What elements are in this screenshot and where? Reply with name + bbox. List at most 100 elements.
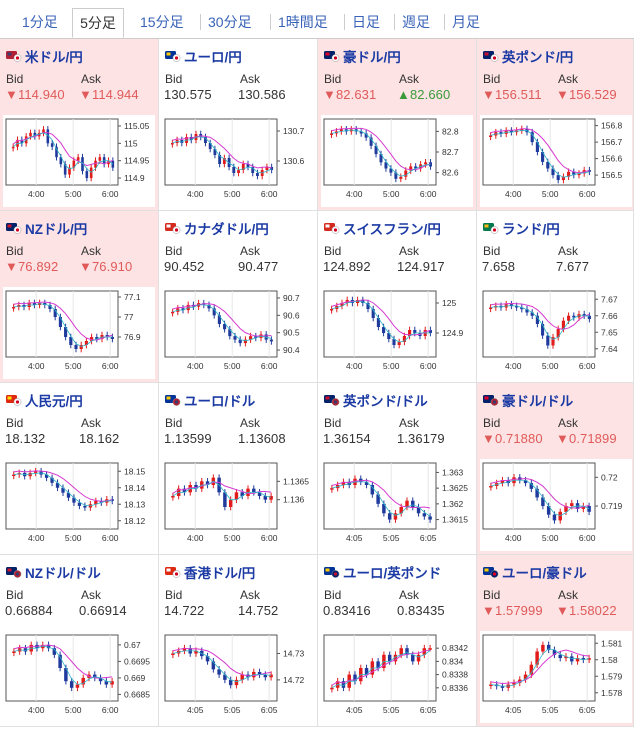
nz-us-flag xyxy=(6,565,22,578)
pair-name[interactable]: ユーロ/ドル xyxy=(184,394,256,409)
candle-body xyxy=(552,649,557,655)
tab-1[interactable]: 1分足 xyxy=(22,14,58,30)
candle-body xyxy=(12,474,16,477)
price-chart[interactable]: 4:00 5:00 6:00 0.72 0.719 xyxy=(480,459,632,551)
pair-name[interactable]: スイスフラン/円 xyxy=(343,222,441,237)
tab-4[interactable]: 30分足 xyxy=(208,14,252,30)
y-tick-label: 114.9 xyxy=(124,173,145,183)
rate-card[interactable]: 米ドル/円 Bid Ask ▼114.940 ▼114.944 4:00 5:00… xyxy=(0,39,159,211)
pair-name[interactable]: NZドル/ドル xyxy=(25,566,101,581)
chart-background xyxy=(321,459,473,551)
pair-name[interactable]: ユーロ/英ポンド xyxy=(343,566,442,581)
pair-name[interactable]: 香港ドル/円 xyxy=(184,566,256,581)
tab-2[interactable]: 5分足 xyxy=(72,8,124,38)
candle-body xyxy=(171,311,175,314)
y-tick-label: 90.6 xyxy=(283,310,300,320)
tab-7[interactable]: 週足 xyxy=(402,14,430,30)
bid-label: Bid xyxy=(324,416,342,430)
pair-name[interactable]: 英ポンド/ドル xyxy=(343,394,428,409)
candle-body xyxy=(581,658,586,660)
candlestick-chart: 4:05 5:05 6:05 1.363 1.3625 1.362 1.3615 xyxy=(321,459,473,551)
price-chart[interactable]: 4:05 5:05 6:05 0.8342 0.834 0.8338 0.8336 xyxy=(321,631,473,723)
rate-card[interactable]: ユーロ/ドル Bid Ask 1.13599 1.13608 4:00 5:00 6… xyxy=(159,383,318,555)
price-chart[interactable]: 4:05 5:05 6:05 1.363 1.3625 1.362 1.3615 xyxy=(321,459,473,551)
x-tick-label: 6:05 xyxy=(261,705,278,715)
rate-card[interactable]: ユーロ/豪ドル Bid Ask ▼1.57999 ▼1.58022 4:05 5:… xyxy=(477,555,634,727)
pair-name[interactable]: 豪ドル/円 xyxy=(343,50,401,65)
price-chart[interactable]: 4:00 5:00 6:00 7.67 7.66 7.65 7.64 xyxy=(480,287,632,379)
bid-value: 90.452 xyxy=(164,259,205,274)
y-tick-label: 82.6 xyxy=(442,168,459,178)
pair-name[interactable]: NZドル/円 xyxy=(25,222,88,237)
y-tick-label: 156.5 xyxy=(601,170,623,180)
candle-body xyxy=(223,674,227,680)
price-chart[interactable]: 4:00 5:00 6:00 115.05 115 114.95 114.9 xyxy=(3,115,155,207)
price-chart[interactable]: 4:00 5:00 6:00 125 124.9 xyxy=(321,287,473,379)
ca-jp-flag xyxy=(165,221,181,234)
candle-body xyxy=(564,506,568,512)
short-moving-average-line xyxy=(13,472,113,507)
candle-body xyxy=(529,483,534,489)
price-chart[interactable]: 4:00 5:00 6:00 90.7 90.6 90.5 90.4 xyxy=(162,287,314,379)
pair-name[interactable]: 米ドル/円 xyxy=(25,50,83,65)
price-chart[interactable]: 4:00 5:00 6:00 156.8 156.7 156.6 156.5 xyxy=(480,115,632,207)
candle-body xyxy=(74,345,78,349)
tab-5[interactable]: 1時間足 xyxy=(278,14,328,30)
price-chart[interactable]: 4:00 5:00 6:00 77.1 77 76.9 xyxy=(3,287,155,379)
y-tick-label: 7.64 xyxy=(601,344,618,354)
pair-name[interactable]: カナダドル/円 xyxy=(184,222,269,237)
rate-card[interactable]: ユーロ/円 Bid Ask 130.575 130.586 4:00 5:00 6:… xyxy=(159,39,318,211)
rate-card[interactable]: スイスフラン/円 Bid Ask 124.892 124.917 4:00 5:0… xyxy=(318,211,477,383)
ask-label: Ask xyxy=(240,72,261,86)
price-chart[interactable]: 4:05 5:05 6:05 1.581 1.58 1.579 1.578 xyxy=(480,631,632,723)
pair-name[interactable]: ユーロ/円 xyxy=(184,50,242,65)
price-chart[interactable]: 4:00 5:00 6:00 130.7 130.6 xyxy=(162,115,314,207)
au-us-flag xyxy=(483,393,499,406)
x-tick-label: 6:00 xyxy=(579,533,596,543)
rate-card[interactable]: NZドル/ドル Bid Ask 0.66884 0.66914 4:00 5:00… xyxy=(0,555,159,727)
rate-card[interactable]: 香港ドル/円 Bid Ask 14.722 14.752 4:05 5:05 6:0… xyxy=(159,555,318,727)
price-chart[interactable]: 4:00 5:00 6:00 18.15 18.14 18.13 18.12 xyxy=(3,459,155,551)
x-tick-label: 4:00 xyxy=(28,533,45,543)
candle-body xyxy=(339,129,343,132)
y-tick-label: 1.58 xyxy=(601,655,618,665)
candle-body xyxy=(110,681,114,685)
candle-body xyxy=(204,137,207,143)
y-tick-label: 115 xyxy=(124,138,138,148)
rate-card[interactable]: ユーロ/英ポンド Bid Ask 0.83416 0.83435 4:05 5:0… xyxy=(318,555,477,727)
tab-3[interactable]: 15分足 xyxy=(140,14,184,30)
rate-card[interactable]: ランド/円 Bid Ask 7.658 7.677 4:00 5:00 6:00 7.… xyxy=(477,211,634,383)
candle-body xyxy=(223,324,227,330)
y-tick-label: 0.8338 xyxy=(442,670,468,680)
plot-frame xyxy=(323,290,437,358)
rate-card[interactable]: 英ポンド/円 Bid Ask ▼156.511 ▼156.529 4:00 5:0… xyxy=(477,39,634,211)
candle-body xyxy=(535,315,539,324)
pair-name[interactable]: 人民元/円 xyxy=(25,394,83,409)
candle-body xyxy=(240,492,244,496)
x-tick-label: 4:00 xyxy=(505,533,522,543)
rate-card[interactable]: 英ポンド/ドル Bid Ask 1.36154 1.36179 4:05 5:05… xyxy=(318,383,477,555)
pair-name[interactable]: 豪ドル/ドル xyxy=(502,394,574,409)
price-chart[interactable]: 4:00 5:00 6:00 82.8 82.7 82.6 xyxy=(321,115,473,207)
candle-body xyxy=(249,336,253,340)
pair-name[interactable]: ランド/円 xyxy=(502,222,560,237)
tab-6[interactable]: 日足 xyxy=(352,14,380,30)
pair-name[interactable]: 英ポンド/円 xyxy=(502,50,574,65)
rate-card[interactable]: 豪ドル/円 Bid Ask ▼82.631 ▲82.660 4:00 5:00 6:… xyxy=(318,39,477,211)
candle-body xyxy=(341,481,346,485)
price-chart[interactable]: 4:00 5:00 6:00 0.67 0.6695 0.669 0.6685 xyxy=(3,631,155,723)
price-chart[interactable]: 4:05 5:05 6:05 14.73 14.72 xyxy=(162,631,314,723)
candle-body xyxy=(33,132,37,137)
price-chart[interactable]: 4:00 5:00 6:00 1.1365 1.136 xyxy=(162,459,314,551)
tab-8[interactable]: 月足 xyxy=(452,14,480,30)
rate-card[interactable]: NZドル/円 Bid Ask ▼76.892 ▼76.910 4:00 5:00 6… xyxy=(0,211,159,383)
rate-card[interactable]: 豪ドル/ドル Bid Ask ▼0.71880 ▼0.71899 4:00 5:0… xyxy=(477,383,634,555)
rate-card[interactable]: カナダドル/円 Bid Ask 90.452 90.477 4:00 5:00 6:… xyxy=(159,211,318,383)
candle-body xyxy=(217,669,221,675)
pair-name[interactable]: ユーロ/豪ドル xyxy=(502,566,587,581)
x-tick-label: 6:00 xyxy=(102,189,119,199)
candle-body xyxy=(489,135,493,137)
candle-body xyxy=(29,132,32,137)
rate-card[interactable]: 人民元/円 Bid Ask 18.132 18.162 4:00 5:00 6:00… xyxy=(0,383,159,555)
nz-jp-flag xyxy=(6,221,22,234)
